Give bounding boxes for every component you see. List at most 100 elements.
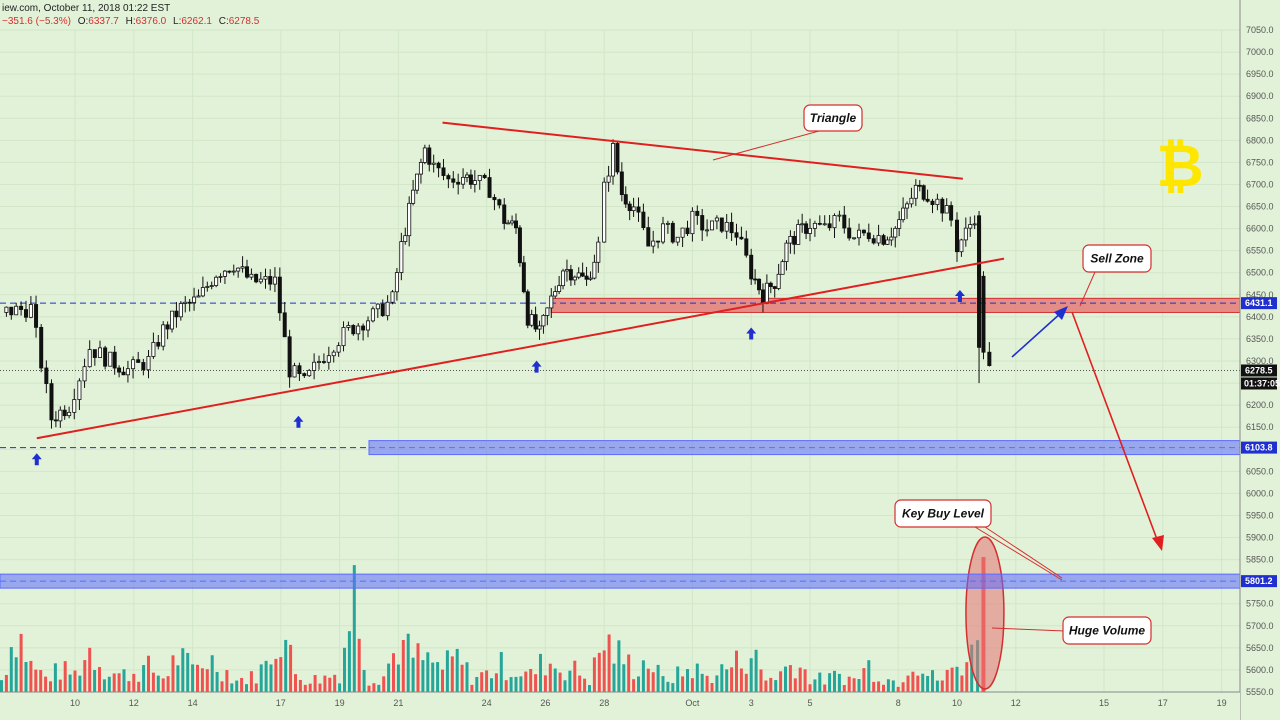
candle-body — [808, 227, 813, 234]
candle-body — [472, 180, 477, 185]
volume-bar — [426, 652, 430, 692]
time-axis[interactable]: 10 12 14 17 19 21 24 26 28 Oct 3 5 8 10 12 15 17 19 — [0, 691, 1240, 720]
volume-bar — [44, 676, 48, 692]
candle-body — [792, 235, 797, 245]
volume-bar — [387, 663, 391, 692]
candle-body — [477, 174, 482, 181]
volume-bar — [671, 683, 675, 692]
candle-body — [183, 301, 188, 304]
candle-body — [541, 315, 546, 327]
candle-body — [917, 184, 922, 187]
candle-body — [464, 174, 469, 178]
candle-body — [842, 214, 847, 229]
volume-bar — [833, 670, 836, 692]
candle-body — [287, 336, 292, 378]
candle-body — [200, 287, 205, 297]
volume-bar — [945, 669, 949, 692]
candle-body — [553, 291, 558, 297]
volume-bar — [220, 681, 224, 692]
volume-bar — [475, 676, 479, 692]
projection-down-arrowhead — [1152, 535, 1164, 551]
time-tick-label: 15 — [1099, 698, 1109, 708]
volume-bar — [156, 675, 160, 692]
candle-body — [564, 269, 569, 272]
volume-bar — [161, 678, 165, 692]
volume-bar — [627, 654, 631, 692]
volume-bar — [303, 684, 307, 692]
huge-volume-ellipse — [965, 536, 1005, 690]
volume-bar — [906, 675, 910, 692]
volume-bar — [215, 671, 219, 692]
candle-body — [987, 351, 992, 367]
volume-bar — [764, 680, 768, 692]
volume-bar — [347, 631, 351, 692]
price-axis[interactable]: 7050.0 7000.0 6950.0 6900.0 6850.0 6800.0 6750… — [1239, 0, 1280, 720]
volume-bar — [578, 675, 582, 692]
candle-body — [336, 345, 341, 353]
volume-bar — [102, 679, 106, 692]
candle-body — [222, 270, 227, 277]
candle-body — [121, 371, 126, 376]
volume-bar — [176, 665, 180, 692]
volume-bar — [450, 656, 454, 692]
volume-bar — [950, 667, 954, 692]
candle-body — [893, 227, 898, 238]
candle-body — [764, 282, 769, 304]
candle-body — [656, 240, 661, 243]
candle-body — [268, 276, 273, 285]
volume-bar — [34, 669, 38, 692]
candle-body — [346, 325, 351, 328]
candle-body — [497, 199, 502, 206]
candle-body — [62, 409, 67, 417]
candle-body — [514, 220, 519, 229]
candle-body — [812, 222, 817, 229]
volume-bar — [88, 647, 92, 692]
volume-bar — [396, 664, 400, 692]
volume-bar — [245, 684, 248, 692]
volume-bar — [872, 681, 876, 692]
volume-bar — [328, 677, 332, 692]
volume-bar — [573, 660, 577, 692]
volume-bar — [58, 679, 62, 692]
volume-bar — [225, 670, 229, 692]
candle-body — [277, 276, 282, 314]
volume-bar — [529, 668, 533, 692]
candle-body — [165, 324, 170, 330]
candle-body — [403, 235, 408, 243]
callout-pointer — [974, 526, 1063, 581]
volume-bar — [735, 650, 738, 692]
candle-body — [517, 227, 522, 264]
triangle-callout-label: Triangle — [810, 111, 857, 125]
candle-body — [615, 143, 620, 173]
projection-up-arrow — [1011, 311, 1063, 358]
price-tick-label: 6600.0 — [1246, 224, 1274, 234]
candle-body — [837, 214, 842, 217]
price-tick-label: 6800.0 — [1246, 135, 1274, 145]
candle-body — [525, 291, 530, 326]
volume-bar — [382, 676, 386, 692]
price-tick-label: 5650.0 — [1246, 643, 1274, 653]
candle-body — [131, 359, 136, 370]
volume-bar — [230, 683, 234, 692]
header-change: −351.6 (−5.3%) — [2, 16, 71, 27]
candle-body — [857, 229, 862, 239]
candle-body — [136, 359, 141, 363]
time-tick-label: 3 — [749, 698, 754, 708]
volume-bar — [313, 675, 317, 692]
volume-bar — [264, 660, 268, 692]
price-tick-label: 5750.0 — [1246, 599, 1274, 609]
candle-body — [441, 167, 446, 176]
volume-bar — [823, 684, 827, 692]
volume-bar — [681, 676, 685, 692]
volume-bar — [960, 675, 964, 692]
candle-body — [827, 223, 832, 229]
volume-bar — [93, 670, 97, 692]
candle-body — [817, 222, 822, 225]
volume-bar — [524, 671, 528, 692]
volume-bar — [24, 662, 28, 692]
candle-body — [141, 362, 146, 371]
volume-bar — [509, 677, 513, 692]
candle-body — [14, 305, 19, 316]
volume-bar — [441, 669, 444, 692]
